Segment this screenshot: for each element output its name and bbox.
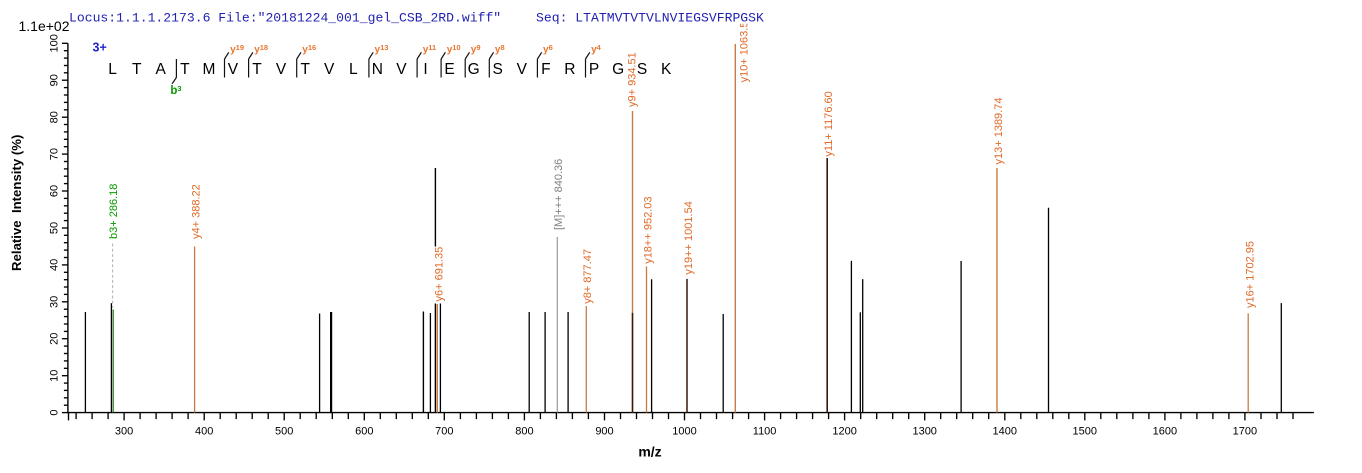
svg-text:Seq: LTATMVTVTVLNVIEGSVFRPGSK: Seq: LTATMVTVTVLNVIEGSVFRPGSK [536,11,764,26]
svg-text:R: R [564,61,575,78]
svg-text:y18++ 952.03: y18++ 952.03 [642,197,654,264]
svg-text:y6+ 691.35: y6+ 691.35 [433,247,445,302]
svg-text:y11+ 1176.60: y11+ 1176.60 [823,91,835,156]
svg-text:S: S [493,61,503,78]
svg-text:T: T [132,61,142,78]
svg-text:T: T [180,61,190,78]
svg-text:G: G [468,61,480,78]
svg-text:F: F [541,61,550,78]
svg-text:300: 300 [115,426,133,438]
svg-text:30: 30 [49,296,61,308]
svg-text:1000: 1000 [672,426,696,438]
svg-text:y10+ 1063.56: y10+ 1063.56 [738,15,750,82]
svg-text:Locus:1.1.1.2173.6 File:"20181: Locus:1.1.1.2173.6 File:"20181224_001_ge… [69,11,501,26]
svg-text:1700: 1700 [1233,426,1257,438]
svg-text:N: N [372,61,383,78]
svg-text:V: V [276,61,287,78]
svg-text:10: 10 [49,370,61,382]
svg-text:[M]+++ 840.36: [M]+++ 840.36 [553,159,565,230]
svg-text:1.1e+02: 1.1e+02 [19,18,70,34]
svg-text:y4+ 388.22: y4+ 388.22 [190,184,202,239]
svg-text:G: G [612,61,624,78]
svg-text:500: 500 [275,426,293,438]
svg-text:600: 600 [355,426,373,438]
svg-text:E: E [444,61,454,78]
svg-text:b3+ 286.18: b3+ 286.18 [108,184,120,239]
svg-text:P: P [589,61,599,78]
svg-text:700: 700 [435,426,453,438]
svg-text:80: 80 [49,111,61,123]
svg-text:50: 50 [49,222,61,234]
svg-text:y8+ 877.47: y8+ 877.47 [582,249,594,304]
svg-text:m/z: m/z [638,443,661,459]
svg-text:1100: 1100 [753,426,777,438]
svg-text:y6: y6 [543,43,553,56]
svg-text:V: V [517,61,528,78]
svg-text:y19++ 1001.54: y19++ 1001.54 [683,201,695,274]
svg-text:900: 900 [595,426,613,438]
svg-text:V: V [324,61,335,78]
svg-text:100: 100 [49,34,61,52]
svg-text:V: V [228,61,239,78]
svg-text:1500: 1500 [1073,426,1097,438]
svg-text:400: 400 [195,426,213,438]
svg-text:L: L [108,61,117,78]
svg-text:b3: b3 [170,84,181,97]
svg-text:Relative Intensity (%): Relative Intensity (%) [9,135,24,271]
svg-text:3+: 3+ [93,41,107,55]
svg-text:V: V [396,61,407,78]
svg-text:0: 0 [49,410,61,416]
svg-text:y9: y9 [471,43,481,56]
svg-text:y13+ 1389.74: y13+ 1389.74 [993,98,1005,165]
svg-text:T: T [252,61,262,78]
svg-text:70: 70 [49,148,61,160]
svg-text:40: 40 [49,259,61,271]
svg-text:y16+ 1702.95: y16+ 1702.95 [1244,241,1256,308]
svg-text:1400: 1400 [993,426,1017,438]
svg-text:y8: y8 [495,43,505,56]
svg-text:1200: 1200 [832,426,856,438]
svg-text:M: M [202,61,215,78]
svg-text:90: 90 [49,74,61,86]
svg-text:y4: y4 [591,43,602,56]
svg-text:y9+ 934.51: y9+ 934.51 [627,52,639,107]
svg-text:L: L [349,61,358,78]
svg-text:S: S [637,61,647,78]
svg-text:A: A [156,61,167,78]
svg-text:20: 20 [49,333,61,345]
svg-text:60: 60 [49,185,61,197]
svg-text:800: 800 [515,426,533,438]
svg-text:I: I [423,61,427,78]
svg-text:T: T [300,61,310,78]
svg-text:1300: 1300 [912,426,936,438]
svg-text:K: K [661,61,672,78]
svg-text:1600: 1600 [1153,426,1177,438]
